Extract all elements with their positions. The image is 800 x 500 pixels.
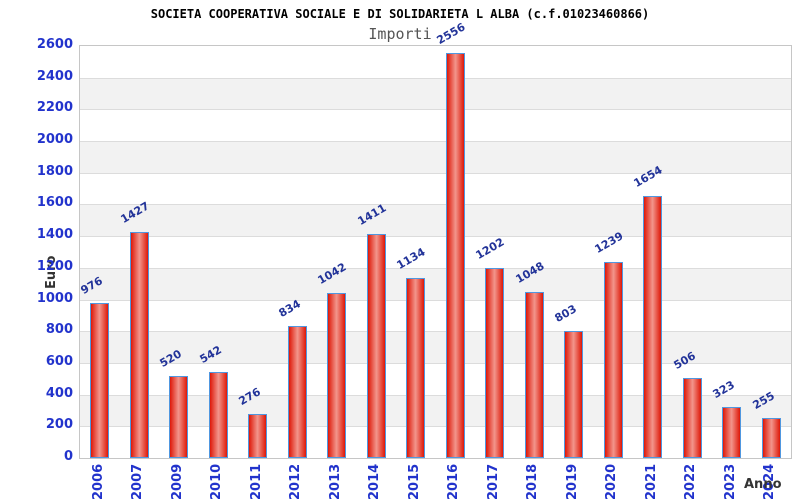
y-tick-label: 1000: [36, 290, 73, 306]
bar: [208, 372, 228, 458]
y-tick-label: 400: [45, 385, 73, 401]
gridline: [80, 109, 791, 111]
x-tick-label: 2019: [564, 463, 580, 500]
x-tick-label: 2017: [485, 463, 501, 500]
x-tick-label: 2022: [683, 463, 699, 500]
y-tick-label: 1600: [36, 195, 73, 211]
x-tick-label: 2006: [90, 463, 106, 500]
bar: [643, 195, 663, 458]
x-tick-label: 2021: [643, 463, 659, 500]
x-tick-label: 2007: [130, 463, 146, 500]
plot-area: [79, 45, 792, 459]
gridline: [80, 77, 791, 79]
plot-band: [80, 46, 791, 78]
x-tick-label: 2014: [367, 463, 383, 500]
x-tick-label: 2012: [288, 463, 304, 500]
gridline: [80, 331, 791, 333]
plot-band: [80, 236, 791, 268]
x-tick-label: 2015: [406, 463, 422, 500]
x-axis-title: Anno: [744, 477, 782, 492]
y-tick-label: 800: [45, 322, 73, 338]
y-tick-label: 2200: [36, 100, 73, 116]
plot-band: [80, 299, 791, 332]
gridline: [80, 141, 791, 143]
y-tick-label: 2600: [36, 37, 73, 52]
bar: [287, 325, 307, 458]
bar: [445, 52, 465, 458]
plot-band: [80, 362, 791, 395]
y-tick-label: 2400: [36, 68, 73, 84]
bar: [248, 414, 268, 458]
x-tick-label: 2010: [209, 463, 225, 500]
bar: [485, 267, 505, 458]
chart-title: SOCIETA COOPERATIVA SOCIALE E DI SOLIDAR…: [150, 7, 650, 21]
bar: [366, 234, 386, 458]
x-tick-label: 2023: [722, 463, 738, 500]
y-tick-label: 600: [45, 353, 73, 369]
plot-band: [80, 141, 791, 173]
y-tick-label: 1200: [36, 258, 73, 274]
plot-band: [80, 394, 791, 427]
gridline: [80, 299, 791, 301]
plot-band: [80, 204, 791, 237]
y-tick-label: 1800: [36, 163, 73, 179]
plot-band: [80, 267, 791, 300]
bar: [524, 291, 544, 458]
bar: [406, 278, 426, 458]
gridline: [80, 236, 791, 238]
gridline: [80, 362, 791, 364]
bar: [564, 330, 584, 458]
gridline: [80, 426, 791, 428]
gridline: [80, 394, 791, 396]
chart-subtitle: Importi: [368, 25, 432, 43]
x-tick-label: 2016: [446, 463, 462, 500]
x-tick-label: 2009: [169, 463, 185, 500]
plot-band: [80, 426, 791, 458]
bar: [327, 292, 347, 458]
x-tick-label: 2020: [604, 463, 620, 500]
x-tick-label: 2018: [525, 463, 541, 500]
y-tick-label: 1400: [36, 227, 73, 243]
x-tick-label: 2013: [327, 463, 343, 500]
y-tick-label: 200: [45, 417, 73, 433]
bar: [90, 303, 110, 458]
plot-band: [80, 172, 791, 205]
bar: [129, 231, 149, 458]
plot-band: [80, 77, 791, 110]
bar: [761, 417, 781, 458]
bar: [722, 406, 742, 458]
gridline: [80, 172, 791, 174]
bar: [682, 377, 702, 458]
bar: [169, 375, 189, 458]
y-tick-label: 2000: [36, 132, 73, 148]
bar: [603, 261, 623, 458]
plot-band: [80, 331, 791, 363]
plot-band: [80, 109, 791, 142]
x-tick-label: 2011: [248, 463, 264, 500]
gridline: [80, 204, 791, 206]
gridline: [80, 267, 791, 269]
y-tick-label: 0: [63, 449, 73, 464]
